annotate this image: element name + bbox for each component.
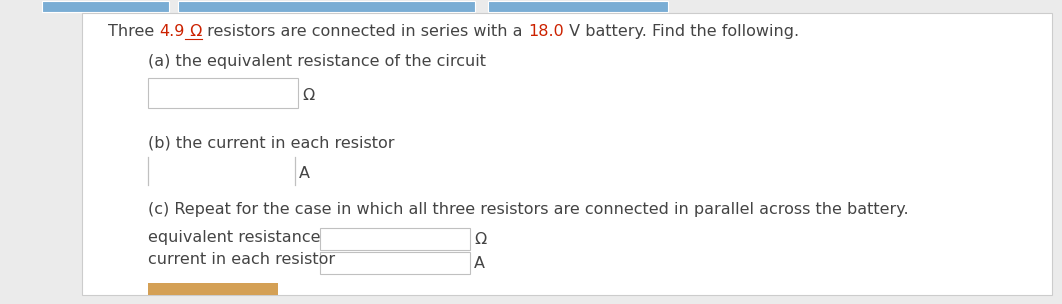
Text: (a) the equivalent resistance of the circuit: (a) the equivalent resistance of the cir…	[148, 54, 486, 69]
Bar	[148, 283, 278, 295]
Text: Ω: Ω	[185, 24, 202, 39]
Text: Three: Three	[108, 24, 159, 39]
Bar	[42, 1, 169, 12]
Text: A: A	[474, 256, 485, 271]
Bar	[320, 252, 470, 274]
Bar	[320, 228, 470, 250]
Text: equivalent resistance: equivalent resistance	[148, 230, 321, 245]
Bar	[148, 78, 298, 108]
Text: (c) Repeat for the case in which all three resistors are connected in parallel a: (c) Repeat for the case in which all thr…	[148, 202, 909, 217]
Text: A: A	[299, 166, 310, 181]
Text: current in each resistor: current in each resistor	[148, 252, 336, 267]
Text: Ω: Ω	[302, 88, 314, 103]
Bar	[489, 1, 668, 12]
Text: 4.9: 4.9	[159, 24, 185, 39]
Text: 18.0: 18.0	[528, 24, 564, 39]
Text: V battery. Find the following.: V battery. Find the following.	[564, 24, 799, 39]
Text: resistors are connected in series with a: resistors are connected in series with a	[202, 24, 528, 39]
Bar	[178, 1, 475, 12]
Text: Ω: Ω	[474, 232, 486, 247]
Text: (b) the current in each resistor: (b) the current in each resistor	[148, 135, 394, 150]
